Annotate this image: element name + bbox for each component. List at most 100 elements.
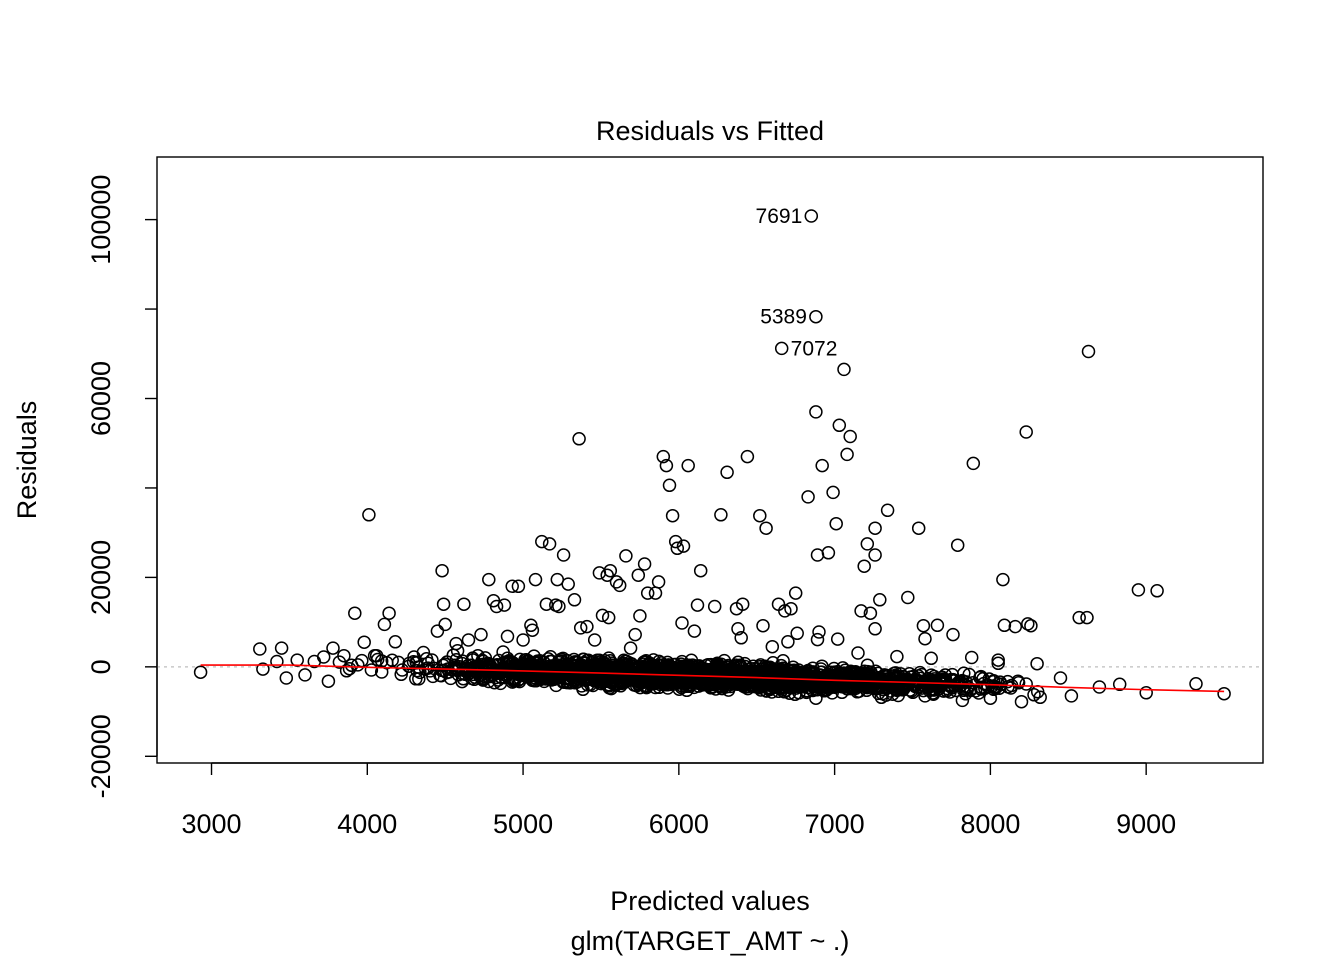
- data-point: [326, 641, 340, 655]
- data-point: [633, 609, 647, 623]
- data-point: [778, 604, 792, 618]
- data-point: [1053, 671, 1068, 685]
- cloud-point: [763, 682, 777, 697]
- x-tick-label: 8000: [960, 809, 1020, 839]
- data-point: [918, 689, 932, 703]
- data-point: [628, 627, 642, 642]
- cloud-point: [852, 672, 866, 686]
- x-tick-label: 6000: [649, 809, 709, 839]
- cloud-point: [991, 677, 1005, 691]
- data-point: [1072, 610, 1086, 625]
- cloud-point: [497, 655, 511, 670]
- data-point: [890, 649, 904, 664]
- point-id-label: 7072: [791, 337, 838, 360]
- cloud-point: [478, 659, 492, 673]
- data-point: [681, 458, 695, 473]
- y-tick-label: 20000: [86, 540, 116, 615]
- data-point: [1150, 584, 1164, 598]
- cloud-point: [654, 663, 668, 678]
- data-point: [720, 465, 734, 480]
- data-point: [843, 429, 857, 444]
- data-point: [707, 599, 722, 614]
- data-point: [1033, 690, 1047, 705]
- labeled-point: [809, 309, 823, 324]
- cloud-point: [610, 664, 624, 678]
- data-point: [539, 597, 554, 611]
- cloud-point: [927, 672, 942, 686]
- data-point: [693, 563, 708, 578]
- data-point: [253, 642, 267, 656]
- cloud-point: [516, 668, 531, 682]
- data-point: [497, 598, 512, 612]
- data-point: [435, 563, 449, 578]
- data-point: [809, 405, 823, 419]
- data-point: [573, 621, 588, 635]
- y-tick-label: 100000: [86, 175, 116, 265]
- cloud-point: [723, 668, 738, 683]
- data-point: [274, 641, 289, 655]
- data-point: [996, 572, 1010, 587]
- data-point: [1139, 686, 1153, 700]
- cloud-point: [499, 662, 514, 676]
- cloud-point: [779, 668, 793, 683]
- cloud-point: [574, 679, 589, 693]
- smooth-trend-line: [200, 664, 1225, 693]
- data-point: [450, 643, 465, 658]
- data-point: [759, 521, 773, 535]
- data-point: [668, 534, 683, 549]
- data-point: [1081, 344, 1096, 359]
- y-axis-label: Residuals: [12, 401, 42, 520]
- data-point: [815, 458, 829, 473]
- point-id-label: 7691: [756, 205, 803, 228]
- data-point: [812, 625, 826, 639]
- data-point: [505, 579, 519, 594]
- cloud-point: [395, 663, 409, 677]
- y-axis: -20000 0 20000 60000 100000: [86, 175, 158, 798]
- data-point: [670, 541, 685, 556]
- x-tick-label: 9000: [1116, 809, 1176, 839]
- cloud-point: [801, 680, 815, 695]
- data-point: [675, 616, 689, 630]
- data-point: [1019, 425, 1033, 439]
- cloud-point: [385, 653, 399, 668]
- data-point: [619, 549, 633, 563]
- data-point: [612, 578, 627, 593]
- cloud-point: [977, 676, 991, 691]
- cloud-point: [476, 673, 490, 687]
- data-point: [362, 508, 376, 522]
- data-point: [1021, 617, 1035, 631]
- data-point: [840, 447, 854, 462]
- data-point: [651, 575, 666, 589]
- chart-title: Residuals vs Fitted: [596, 116, 824, 146]
- data-point: [765, 639, 780, 654]
- data-point: [916, 618, 931, 633]
- data-point: [662, 478, 677, 493]
- data-point: [388, 635, 403, 649]
- cloud-point: [462, 666, 477, 680]
- cloud-point: [1001, 680, 1015, 694]
- cloud-point: [339, 664, 354, 678]
- cloud-point: [802, 664, 816, 679]
- data-point: [592, 566, 607, 580]
- data-point: [337, 648, 351, 663]
- cloud-point: [818, 682, 832, 697]
- data-point: [821, 546, 836, 560]
- cloud-point: [815, 659, 829, 673]
- data-point: [561, 577, 575, 591]
- data-point: [369, 648, 384, 663]
- cloud-point: [364, 663, 379, 677]
- data-point: [930, 618, 945, 633]
- data-point: [983, 691, 998, 705]
- data-point: [556, 548, 571, 562]
- data-point: [851, 646, 865, 660]
- data-point: [826, 485, 840, 500]
- cloud-point: [762, 669, 776, 684]
- data-point: [525, 623, 540, 637]
- data-point: [735, 597, 750, 611]
- data-point: [753, 508, 767, 523]
- data-point: [516, 633, 530, 647]
- data-point: [810, 632, 825, 647]
- y-tick-label: 0: [86, 659, 116, 674]
- data-point: [955, 693, 970, 708]
